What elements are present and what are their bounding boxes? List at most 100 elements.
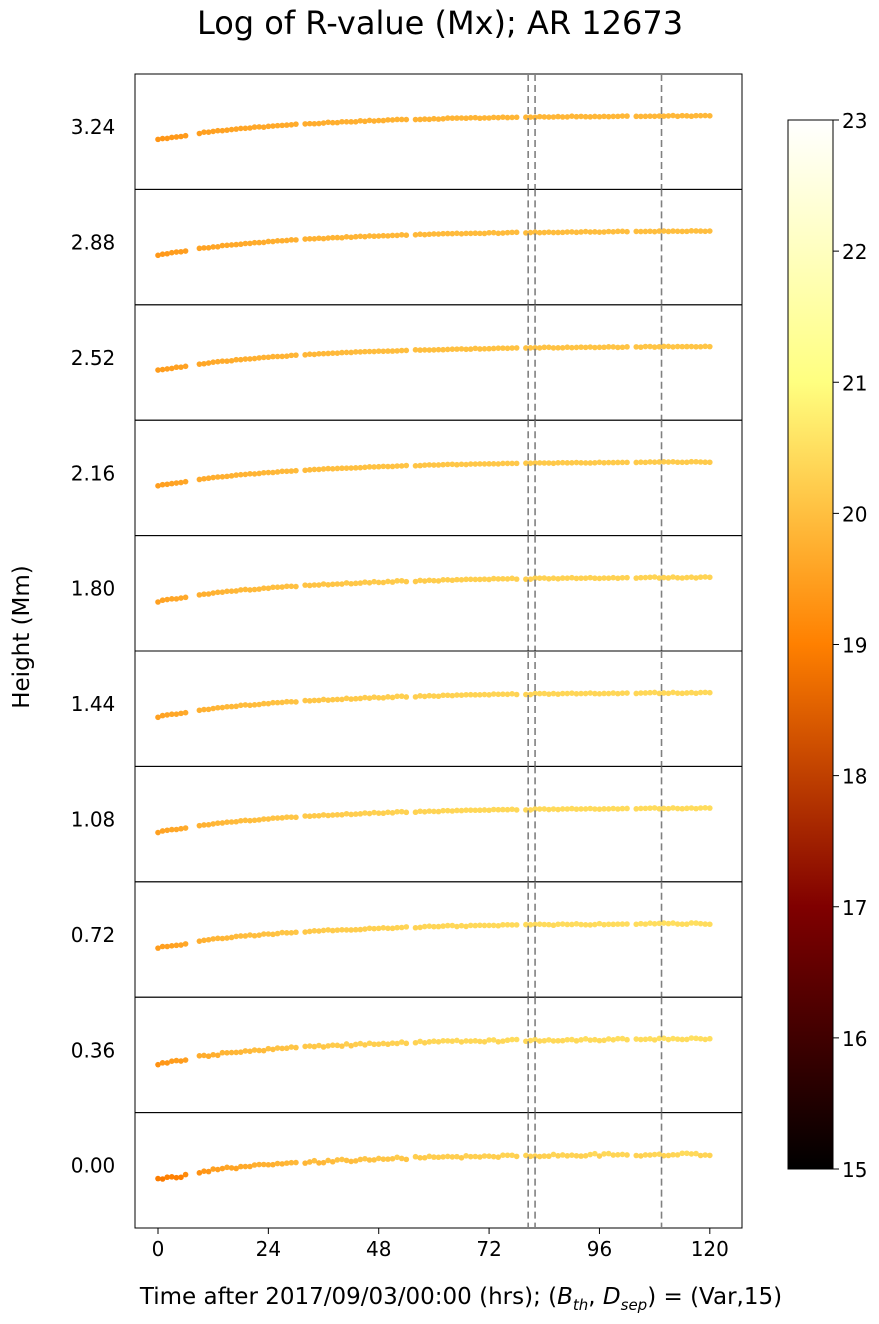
data-point <box>389 232 396 239</box>
data-point <box>398 577 405 584</box>
data-point <box>702 921 709 927</box>
data-point <box>233 241 239 248</box>
data-point <box>385 578 391 585</box>
data-point <box>651 113 658 120</box>
data-point <box>444 692 451 699</box>
data-point <box>403 232 410 238</box>
data-point <box>214 589 221 596</box>
data-point <box>582 575 589 581</box>
data-point <box>481 691 488 698</box>
data-point <box>693 343 699 350</box>
data-point <box>661 459 667 465</box>
data-point <box>265 123 272 130</box>
data-point <box>385 1156 391 1162</box>
data-point <box>233 472 239 478</box>
data-point <box>256 586 262 592</box>
data-point <box>371 578 377 585</box>
panel-row: 0.36 <box>71 996 743 1114</box>
data-point <box>665 1152 672 1159</box>
data-point <box>592 921 598 928</box>
data-point <box>642 574 649 581</box>
data-point <box>702 343 709 350</box>
data-point <box>256 701 262 708</box>
data-point <box>201 822 207 828</box>
data-point <box>504 1152 511 1159</box>
data-point <box>385 694 391 700</box>
data-point <box>380 348 387 355</box>
data-point <box>403 1156 410 1163</box>
data-point <box>348 811 354 818</box>
data-point <box>173 364 180 371</box>
data-point <box>449 692 456 699</box>
data-point <box>647 805 653 811</box>
data-point <box>288 1044 295 1050</box>
data-point <box>293 929 299 936</box>
data-point <box>440 692 446 699</box>
data-point <box>674 921 681 927</box>
data-point <box>582 228 589 235</box>
data-point <box>454 692 460 698</box>
data-point <box>435 231 442 237</box>
data-point <box>362 233 368 240</box>
data-point <box>477 461 483 467</box>
data-point <box>325 465 331 472</box>
data-point <box>283 237 290 244</box>
data-point <box>601 690 607 697</box>
data-point <box>201 245 207 251</box>
data-point <box>504 1037 511 1044</box>
data-point <box>219 589 226 595</box>
data-point <box>247 702 253 709</box>
data-point <box>541 690 548 697</box>
data-point <box>385 1041 391 1048</box>
data-point <box>605 921 612 928</box>
colorbar-tick-label: 20 <box>842 502 867 526</box>
data-point <box>210 590 216 596</box>
data-point <box>274 699 281 706</box>
data-point <box>233 356 239 363</box>
data-point <box>228 473 235 479</box>
data-point <box>486 922 492 929</box>
data-point <box>702 689 709 696</box>
data-point <box>697 459 704 465</box>
data-point <box>679 921 686 927</box>
data-point <box>665 1036 672 1043</box>
data-point <box>205 245 212 251</box>
colorbar-tick-label: 18 <box>842 765 867 789</box>
data-point <box>481 807 488 813</box>
data-point <box>693 228 699 234</box>
data-point <box>316 466 322 473</box>
data-point <box>334 350 341 356</box>
data-point <box>380 1040 387 1047</box>
data-point <box>697 805 704 811</box>
data-point <box>647 459 653 465</box>
data-point <box>587 574 594 581</box>
data-point <box>550 806 557 812</box>
data-point <box>398 808 405 815</box>
data-point <box>601 113 607 120</box>
data-point <box>642 113 649 120</box>
data-point <box>279 699 285 706</box>
data-point <box>555 575 561 582</box>
data-point <box>168 365 175 372</box>
data-point <box>665 113 672 119</box>
data-point <box>587 922 594 928</box>
data-point <box>472 461 479 467</box>
data-point <box>426 231 433 238</box>
data-point <box>431 577 437 584</box>
data-point <box>325 812 331 819</box>
data-point <box>449 577 456 584</box>
data-point <box>679 805 686 812</box>
panel-row: 1.44 <box>71 650 743 767</box>
data-point <box>201 937 207 944</box>
data-point <box>559 344 566 351</box>
data-point <box>661 920 667 926</box>
data-point <box>665 690 672 697</box>
data-point <box>555 345 561 351</box>
data-point <box>656 1035 663 1042</box>
data-point <box>352 926 359 933</box>
data-point <box>509 1036 515 1043</box>
data-point <box>601 1151 607 1157</box>
data-point <box>587 690 594 696</box>
data-point <box>523 1152 529 1159</box>
data-point <box>247 932 253 938</box>
